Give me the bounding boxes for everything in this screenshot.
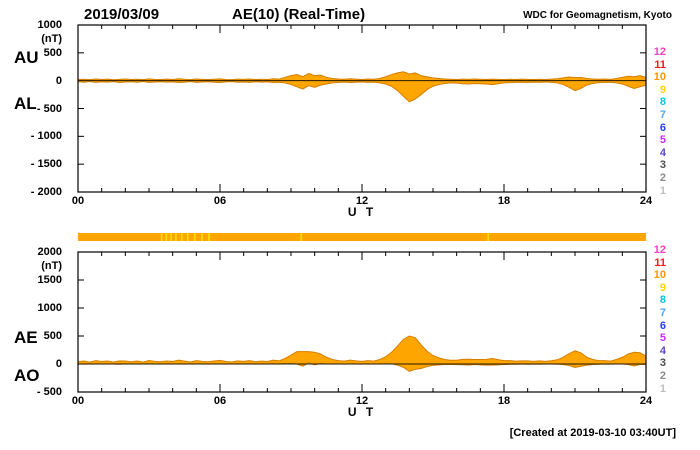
station-quality-streak (180, 233, 183, 241)
trace-line-AE (77, 335, 647, 363)
trace-area-AE (78, 336, 646, 364)
station-quality-streak (300, 233, 303, 241)
station-quality-streak (208, 233, 210, 241)
station-quality-streak (487, 233, 490, 241)
plot-frame (77, 251, 647, 393)
station-quality-streak (175, 233, 177, 241)
station-quality-streak (193, 233, 196, 241)
plot-frame (77, 24, 647, 193)
station-quality-streak (201, 233, 203, 241)
station-quality-streak (165, 233, 168, 241)
station-quality-streak (160, 233, 163, 241)
station-quality-streak (170, 233, 172, 241)
station-quality-bar (78, 233, 646, 241)
trace-area-AL (78, 80, 646, 102)
trace-line-AU (77, 71, 647, 81)
station-quality-streak (186, 233, 189, 241)
trace-line-AL (77, 81, 647, 103)
